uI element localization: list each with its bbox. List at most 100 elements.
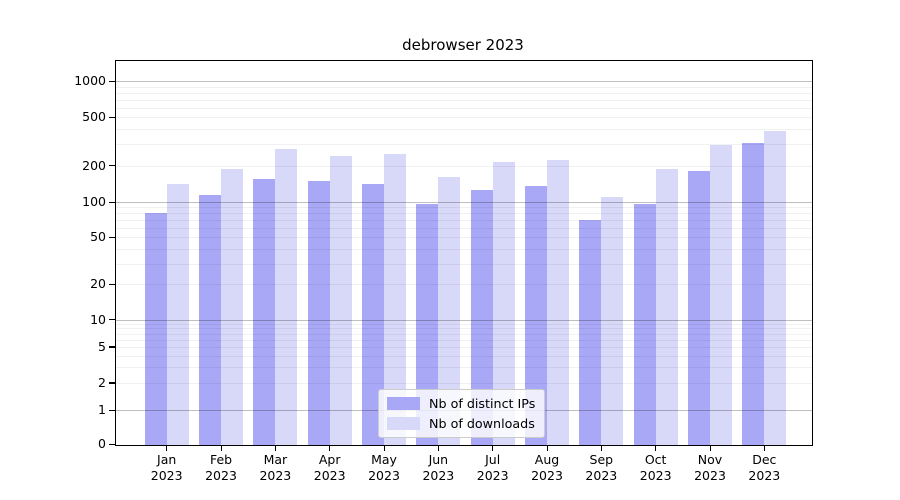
legend-swatch-downloads-icon bbox=[387, 417, 420, 430]
gridline-minor bbox=[116, 117, 812, 119]
y-axis-tick bbox=[109, 409, 116, 411]
x-tick-label-jun: Jun 2023 bbox=[422, 452, 455, 483]
y-tick-label: 1 bbox=[98, 402, 106, 418]
bar-downloads-dec bbox=[764, 131, 787, 445]
x-axis-tick bbox=[546, 445, 548, 451]
gridline-minor bbox=[116, 382, 812, 384]
bar-distinct-ips-nov bbox=[688, 171, 710, 445]
gridline-minor bbox=[116, 92, 812, 94]
gridline-minor bbox=[116, 366, 812, 368]
x-axis-tick bbox=[709, 445, 711, 451]
x-tick-label-nov: Nov 2023 bbox=[694, 452, 726, 483]
y-axis-tick bbox=[109, 283, 116, 286]
plot-area: Nb of distinct IPs Nb of downloads 1000 5… bbox=[74, 60, 813, 483]
gridline-minor bbox=[116, 346, 812, 348]
bar-distinct-ips-jul bbox=[470, 190, 493, 445]
bar-distinct-ips-jan bbox=[144, 213, 167, 445]
gridline-minor bbox=[116, 263, 812, 265]
bar-downloads-nov bbox=[710, 145, 732, 445]
x-axis-tick bbox=[274, 445, 277, 451]
y-axis-tick bbox=[109, 443, 116, 446]
y-axis-tick bbox=[109, 116, 116, 119]
chart-title: debrowser 2023 bbox=[402, 36, 524, 54]
x-axis-tick bbox=[655, 445, 657, 451]
gridline-minor bbox=[116, 86, 812, 88]
gridline-minor bbox=[116, 213, 812, 215]
bar-distinct-ips-may bbox=[362, 183, 385, 445]
gridline-minor bbox=[116, 107, 812, 109]
legend: Nb of distinct IPs Nb of downloads bbox=[378, 389, 546, 438]
gridline-minor bbox=[116, 339, 812, 341]
gridline-major bbox=[116, 319, 812, 321]
bar-distinct-ips-apr bbox=[307, 181, 330, 445]
y-axis-tick bbox=[109, 201, 116, 203]
y-tick-label: 200 bbox=[82, 157, 106, 173]
x-tick-label-mar: Mar 2023 bbox=[259, 452, 292, 483]
legend-entry-downloads: Nb of downloads bbox=[387, 416, 535, 431]
legend-entry-distinct-ips: Nb of distinct IPs bbox=[387, 396, 535, 411]
y-axis-tick bbox=[109, 346, 116, 348]
gridline-minor bbox=[116, 355, 812, 357]
bar-distinct-ips-feb bbox=[199, 194, 222, 445]
x-axis-tick bbox=[220, 445, 222, 451]
y-tick-label: 500 bbox=[82, 109, 106, 125]
legend-swatch-distinct-ips-icon bbox=[387, 397, 420, 410]
bar-downloads-jul bbox=[492, 161, 515, 445]
y-tick-label: 1000 bbox=[74, 73, 106, 88]
bar-downloads-aug bbox=[547, 160, 569, 445]
y-axis-tick bbox=[109, 382, 116, 384]
y-axis-tick bbox=[109, 80, 116, 82]
bar-downloads-apr bbox=[329, 156, 352, 445]
y-axis-tick bbox=[109, 319, 116, 321]
x-axis-tick bbox=[437, 445, 440, 451]
x-tick-label-apr: Apr 2023 bbox=[313, 452, 346, 483]
bar-downloads-may bbox=[384, 154, 407, 445]
x-axis-tick bbox=[383, 445, 385, 451]
gridline-minor bbox=[116, 323, 812, 325]
bar-downloads-feb bbox=[221, 168, 244, 445]
bar-distinct-ips-mar bbox=[253, 179, 276, 445]
y-tick-label: 10 bbox=[90, 311, 106, 327]
x-tick-label-dec: Dec 2023 bbox=[748, 452, 781, 483]
y-axis-tick bbox=[109, 165, 116, 167]
bar-downloads-mar bbox=[275, 149, 298, 445]
bar-distinct-ips-aug bbox=[525, 186, 547, 445]
gridline-minor bbox=[116, 99, 812, 101]
x-axis-tick bbox=[492, 445, 494, 451]
gridline-major bbox=[116, 81, 812, 82]
x-tick-label-oct: Oct 2023 bbox=[639, 452, 672, 483]
x-tick-label-jan: Jan 2023 bbox=[150, 452, 183, 483]
gridline-minor bbox=[116, 144, 812, 146]
bar-downloads-sep bbox=[601, 196, 624, 445]
gridline-minor bbox=[116, 207, 812, 209]
y-tick-label: 5 bbox=[98, 338, 106, 354]
bar-downloads-oct bbox=[655, 168, 678, 445]
x-tick-label-may: May 2023 bbox=[368, 452, 400, 483]
legend-label-distinct-ips: Nb of distinct IPs bbox=[429, 396, 536, 411]
y-tick-label: 100 bbox=[82, 194, 106, 209]
x-axis-tick bbox=[329, 445, 331, 451]
bar-distinct-ips-dec bbox=[742, 143, 765, 445]
gridline-minor bbox=[116, 328, 812, 330]
bar-downloads-jan bbox=[166, 183, 189, 445]
x-axis-tick bbox=[166, 445, 168, 451]
gridline-minor bbox=[116, 228, 812, 230]
gridline-minor bbox=[116, 284, 812, 286]
gridline-minor bbox=[116, 248, 812, 250]
bar-distinct-ips-oct bbox=[633, 204, 656, 445]
bar-distinct-ips-jun bbox=[416, 204, 439, 445]
y-tick-label: 2 bbox=[98, 374, 106, 390]
gridline-major bbox=[116, 202, 812, 203]
gridline-minor bbox=[116, 165, 812, 167]
legend-label-downloads: Nb of downloads bbox=[429, 416, 535, 431]
y-tick-label: 0 bbox=[98, 436, 106, 452]
gridline-minor bbox=[116, 220, 812, 222]
bar-downloads-jun bbox=[438, 177, 461, 445]
bar-distinct-ips-sep bbox=[579, 219, 602, 445]
x-tick-label-aug: Aug 2023 bbox=[531, 452, 563, 483]
gridline-minor bbox=[116, 237, 812, 239]
x-tick-label-jul: Jul 2023 bbox=[476, 452, 509, 483]
y-axis-tick bbox=[109, 236, 116, 239]
y-tick-label: 50 bbox=[90, 229, 106, 245]
